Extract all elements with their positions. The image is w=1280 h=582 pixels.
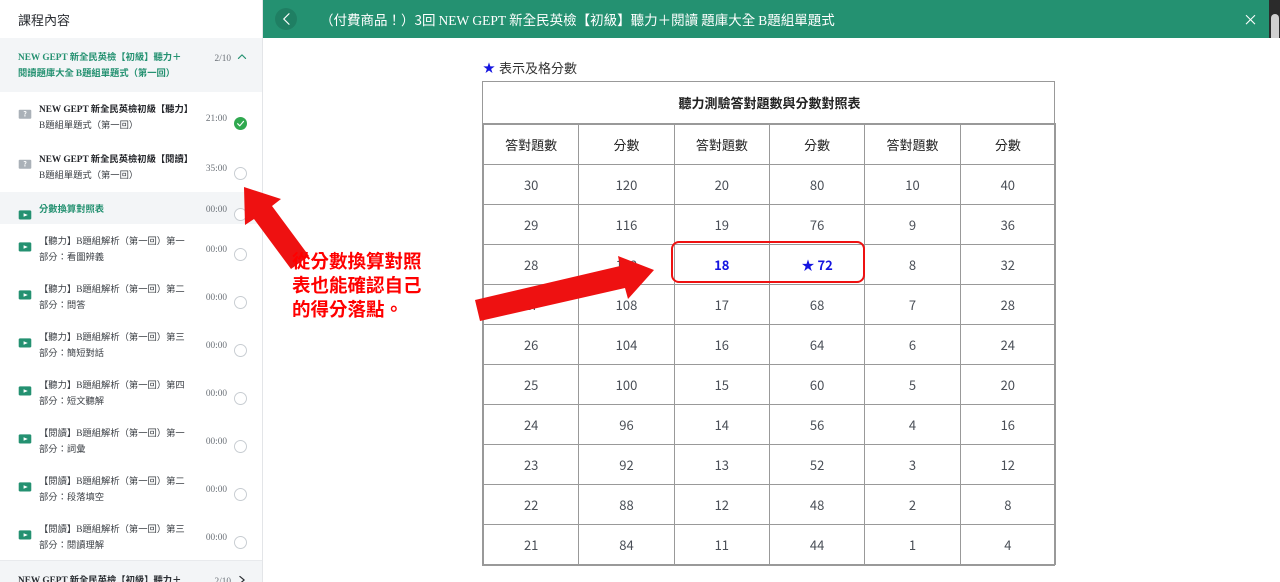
- svg-text:?: ?: [23, 160, 27, 170]
- svg-text:?: ?: [23, 110, 27, 120]
